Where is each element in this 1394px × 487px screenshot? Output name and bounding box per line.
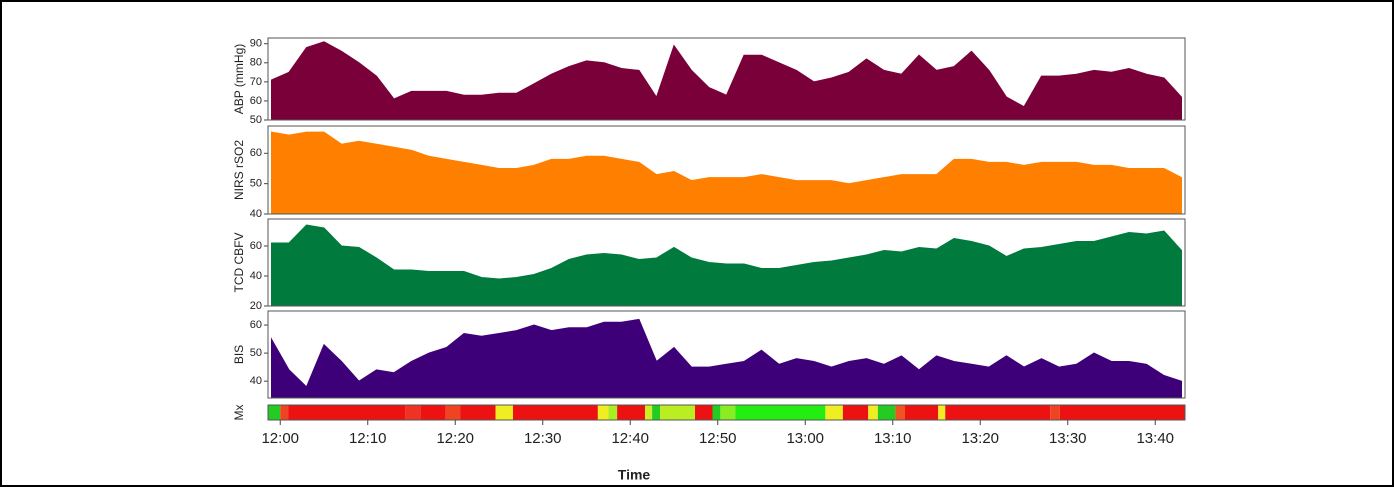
x-tick-label: 13:40: [1136, 430, 1174, 447]
mx-cell: [288, 405, 406, 420]
mx-cell: [660, 405, 695, 420]
mx-cell: [938, 405, 946, 420]
y-tick-label: 40: [250, 208, 262, 220]
panel-frame: [267, 218, 1186, 307]
x-tick-label: 13:30: [1049, 430, 1087, 447]
y-tick-label: 80: [250, 57, 262, 69]
mx-cell: [868, 405, 878, 420]
x-tick-label: 13:00: [786, 430, 824, 447]
y-tick-label: 60: [250, 240, 262, 252]
y-axis-label: BIS: [232, 345, 246, 364]
mx-cell: [735, 405, 826, 420]
y-axis-label: TCD CBFV: [232, 233, 246, 293]
mx-cell: [645, 405, 653, 420]
x-tick-label: 12:40: [611, 430, 649, 447]
mx-cell: [420, 405, 446, 420]
mx-cell: [460, 405, 496, 420]
area: [271, 318, 1182, 399]
mx-cell: [720, 405, 736, 420]
y-tick-label: 50: [250, 178, 262, 190]
panel-frame: [267, 310, 1186, 399]
mx-cell: [842, 405, 869, 420]
y-tick-label: 50: [250, 347, 262, 359]
mx-cell: [825, 405, 843, 420]
mx-cell: [695, 405, 713, 420]
y-axis-label: ABP (mmHg): [232, 44, 246, 114]
y-tick-label: 90: [250, 38, 262, 50]
mx-cell: [405, 405, 421, 420]
y-tick-label: 20: [250, 300, 262, 312]
panel-frame: [267, 404, 1186, 421]
mx-cell: [905, 405, 939, 420]
mx-cell: [652, 405, 660, 420]
x-tick-label: 12:20: [436, 430, 474, 447]
x-tick-label: 12:50: [699, 430, 737, 447]
mx-cell: [268, 405, 281, 420]
mx-cell: [895, 405, 905, 420]
mx-cell: [877, 405, 896, 420]
y-tick-label: 40: [250, 375, 262, 387]
area: [271, 41, 1182, 121]
mx-cell: [617, 405, 646, 420]
panel-frame: [267, 37, 1186, 121]
mx-cell: [597, 405, 609, 420]
mx-cell: [445, 405, 461, 420]
mx-cell: [945, 405, 1051, 420]
y-tick-label: 60: [250, 95, 262, 107]
x-tick-label: 13:20: [961, 430, 999, 447]
x-tick-label: 12:00: [261, 430, 299, 447]
x-axis-title: Time: [618, 467, 651, 483]
mx-cell: [513, 405, 598, 420]
y-tick-label: 60: [250, 147, 262, 159]
x-tick-label: 12:30: [524, 430, 562, 447]
y-axis-label: NIRS rSO2: [232, 140, 246, 200]
x-tick-label: 13:10: [874, 430, 912, 447]
mx-cell: [495, 405, 513, 420]
y-tick-label: 70: [250, 76, 262, 88]
y-tick-label: 40: [250, 270, 262, 282]
panel-frame: [267, 125, 1186, 215]
mx-cell: [712, 405, 721, 420]
y-tick-label: 60: [250, 319, 262, 331]
area: [271, 224, 1182, 307]
area: [271, 131, 1182, 215]
mx-cell: [608, 405, 618, 420]
x-tick-label: 12:10: [349, 430, 387, 447]
y-tick-label: 50: [250, 114, 262, 126]
mx-cell: [1059, 405, 1185, 420]
y-axis-label: Mx: [232, 405, 246, 421]
mx-cell: [1050, 405, 1060, 420]
mx-cell: [280, 405, 289, 420]
